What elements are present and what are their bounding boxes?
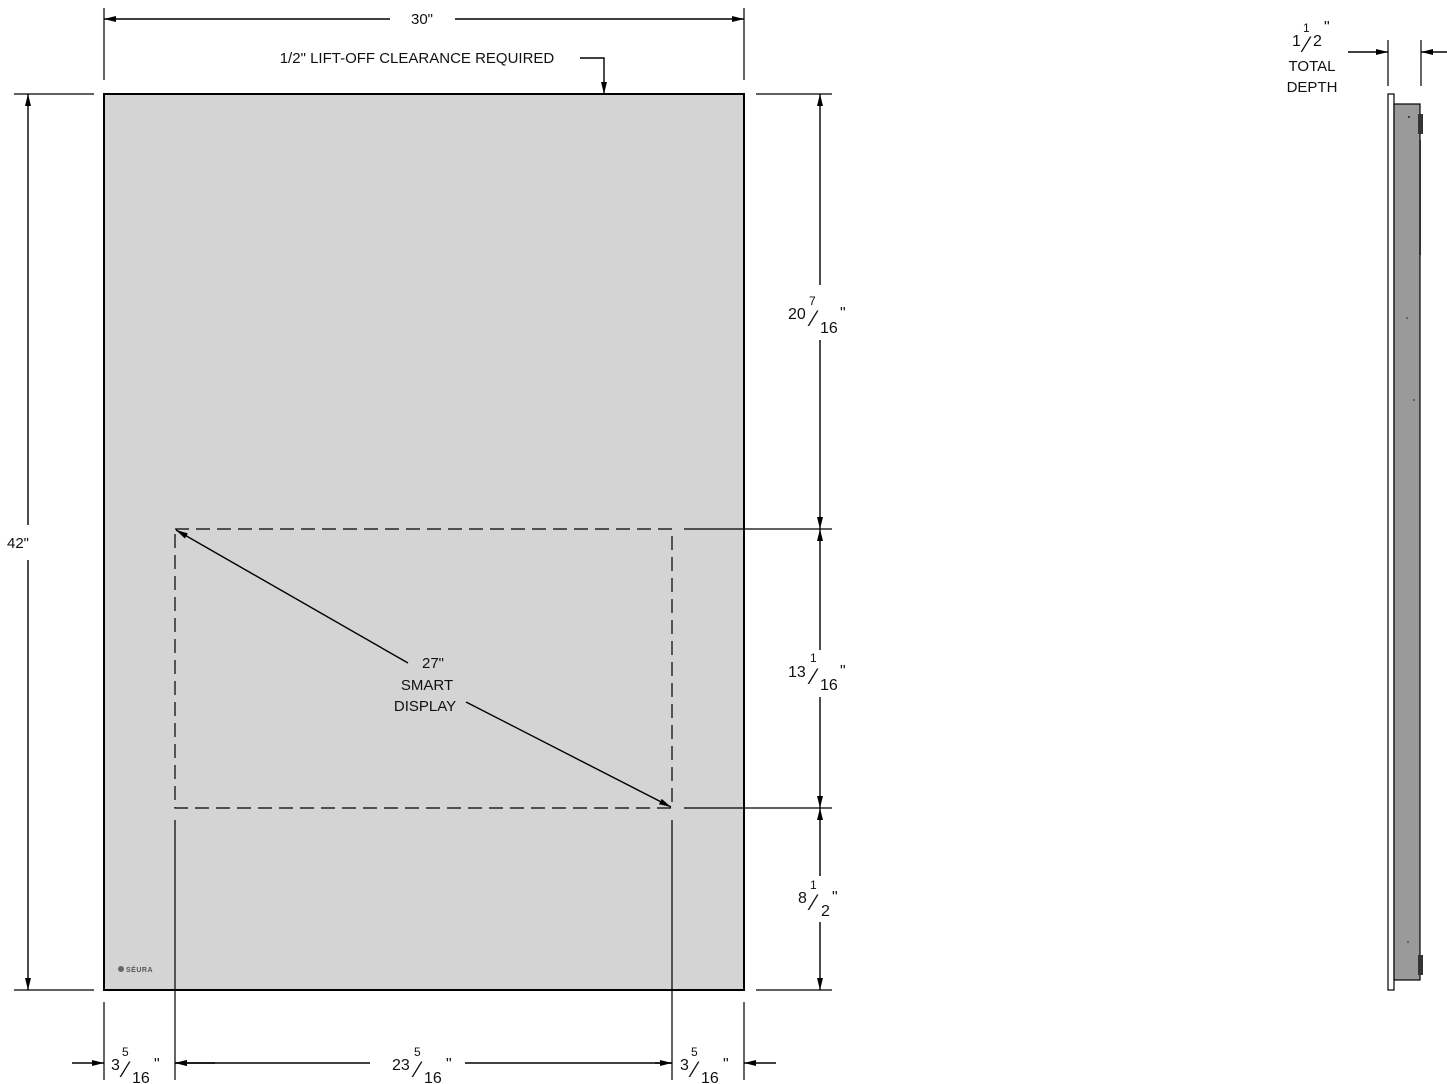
display-line2-label: DISPLAY [394,698,456,715]
svg-text:3: 3 [680,1057,689,1074]
svg-text:16: 16 [132,1070,150,1084]
side-view-glass [1387,93,1395,991]
display-area-outline [174,528,673,809]
side-view-top-bracket [1418,114,1423,134]
svg-text:⁄: ⁄ [411,1057,423,1082]
svg-text:⁄: ⁄ [1300,32,1312,57]
svg-text:1: 1 [1292,33,1301,50]
svg-text:": " [840,305,846,322]
svg-text:20: 20 [788,306,806,323]
display-width-label: 23 5 ⁄ 16 " [392,1045,452,1084]
svg-text:": " [723,1056,729,1073]
display-size-label: 27" [422,655,444,672]
width-label: 30" [411,11,433,28]
display-to-bottom-label: 8 1 ⁄ 2 " [798,878,838,920]
clearance-leader [580,57,607,94]
side-view [1387,93,1423,991]
svg-text:⁄: ⁄ [807,890,819,915]
height-label: 42" [7,535,29,552]
svg-text:23: 23 [392,1057,410,1074]
svg-text:⁄: ⁄ [119,1057,131,1082]
svg-text:2: 2 [821,903,830,920]
svg-text:": " [1324,19,1330,36]
svg-text:⁄: ⁄ [688,1057,700,1082]
svg-text:⁄: ⁄ [807,664,819,689]
svg-text:16: 16 [701,1070,719,1084]
seura-dot-icon [118,966,124,972]
svg-text:13: 13 [788,664,806,681]
left-margin-label: 3 5 ⁄ 16 " [111,1045,160,1084]
svg-text:5: 5 [414,1045,421,1059]
display-diagonal-lower [465,701,672,808]
side-view-body [1393,103,1421,981]
total-depth-label: 1 1 ⁄ 2 " [1292,19,1330,57]
svg-text:": " [446,1056,452,1073]
right-margin-label: 3 5 ⁄ 16 " [680,1045,729,1084]
svg-text:1: 1 [1303,21,1310,35]
top-to-display-label: 20 7 ⁄ 16 " [788,294,846,337]
mirror-panel [103,93,745,991]
svg-text:1: 1 [810,651,817,665]
svg-text:5: 5 [122,1045,129,1059]
svg-text:8: 8 [798,890,807,907]
svg-text:3: 3 [111,1057,120,1074]
svg-text:⁄: ⁄ [807,306,819,331]
svg-text:5: 5 [691,1045,698,1059]
side-view-bottom-bracket [1418,955,1423,975]
total-depth-line1: TOTAL [1289,58,1336,75]
svg-text:": " [832,889,838,906]
display-line1-label: SMART [401,677,453,694]
svg-text:": " [840,663,846,680]
svg-text:": " [154,1056,160,1073]
display-height-label: 13 1 ⁄ 16 " [788,651,846,694]
seura-logo: SÉURA [118,965,153,974]
svg-text:16: 16 [820,320,838,337]
logo-text: SÉURA [126,965,153,974]
svg-text:2: 2 [1313,33,1322,50]
display-diagonal-upper [175,529,409,664]
clearance-note: 1/2" LIFT-OFF CLEARANCE REQUIRED [280,50,555,67]
svg-text:7: 7 [809,294,816,308]
svg-text:16: 16 [424,1070,442,1084]
total-depth-line2: DEPTH [1287,79,1338,96]
svg-text:16: 16 [820,677,838,694]
svg-text:1: 1 [810,878,817,892]
